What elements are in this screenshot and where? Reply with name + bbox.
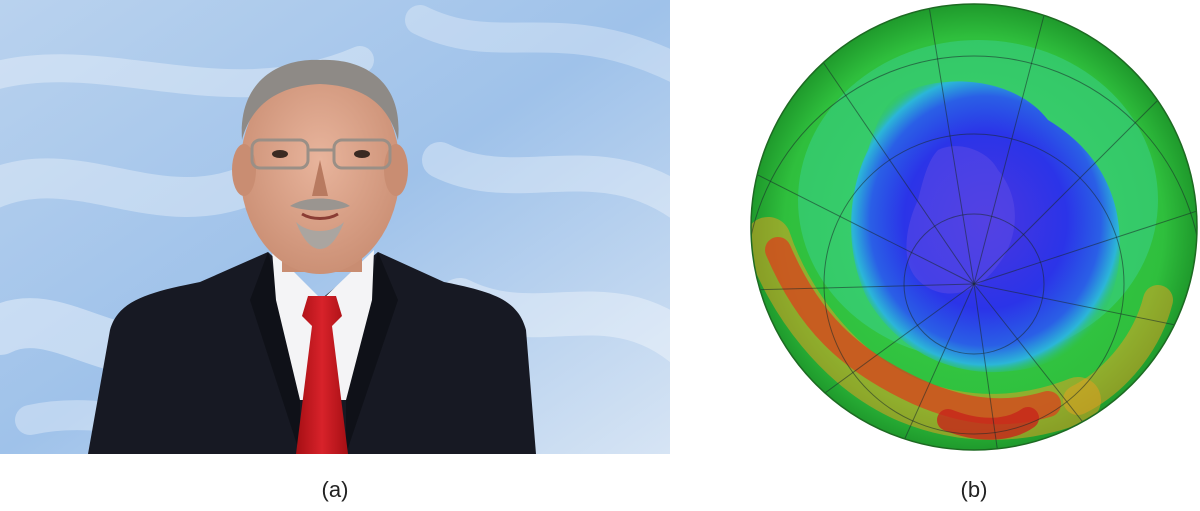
ozone-globe-map bbox=[750, 3, 1198, 451]
hair bbox=[241, 59, 399, 141]
ozone-globe-image bbox=[748, 0, 1200, 454]
goatee bbox=[296, 222, 344, 249]
left-lapel bbox=[250, 252, 300, 454]
glasses bbox=[250, 138, 392, 170]
portrait-illustration bbox=[0, 0, 670, 454]
caption-a: (a) bbox=[321, 477, 349, 502]
portrait-photo bbox=[0, 0, 670, 454]
right-eye bbox=[354, 150, 370, 158]
nose bbox=[312, 160, 328, 196]
mouth bbox=[301, 212, 339, 220]
high-ozone-band bbox=[751, 217, 1173, 440]
left-ear bbox=[232, 144, 256, 196]
globe-rim bbox=[750, 3, 1198, 451]
left-eye bbox=[272, 150, 288, 158]
right-lapel bbox=[346, 252, 398, 454]
mustache bbox=[290, 198, 350, 211]
antarctica-outline bbox=[906, 146, 1015, 294]
tie bbox=[296, 296, 348, 454]
right-ear bbox=[384, 144, 408, 196]
caption-b: (b) bbox=[960, 477, 988, 502]
graticule bbox=[751, 4, 1197, 450]
